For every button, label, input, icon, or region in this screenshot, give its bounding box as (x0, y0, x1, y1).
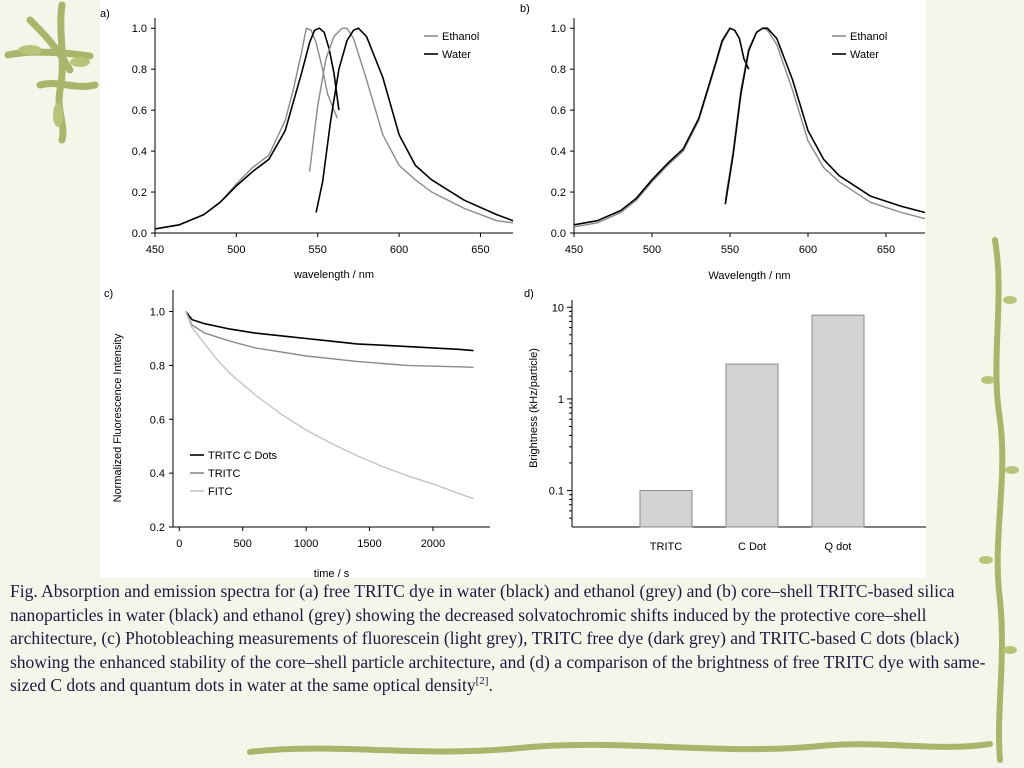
y-tick-label: 10 (552, 302, 564, 314)
legend-label: Water (442, 49, 471, 61)
y-tick-label: 0.4 (150, 468, 165, 480)
x-tick-label: 450 (565, 244, 583, 256)
y-tick-label: 1.0 (132, 23, 147, 35)
bar (639, 490, 693, 528)
y-tick-label: 0.4 (132, 146, 147, 158)
x-tick-label: TRITC (650, 541, 682, 553)
series-line (315, 27, 514, 222)
series-line (573, 27, 750, 228)
x-tick-label: 650 (471, 244, 489, 256)
y-tick-label: 0.1 (549, 486, 564, 498)
legend-label: FITC (208, 486, 232, 498)
x-axis-label: time / s (314, 568, 350, 580)
x-tick-label: 500 (234, 538, 252, 550)
series-line (724, 27, 926, 220)
x-axis-label: wavelength / nm (293, 269, 374, 281)
panel-letter: c) (104, 288, 113, 300)
bar (811, 314, 865, 528)
panel-letter: a) (100, 8, 110, 20)
caption-ref: [2] (475, 675, 489, 688)
legend-label: Ethanol (442, 31, 479, 43)
chart-panel-2: b) 450 500 550 600 650 0.0 0.2 0.4 0.6 0.8 1.0 Wavel… (520, 3, 926, 282)
y-tick-label: 0.8 (132, 64, 147, 76)
vine-top-left-leaves (18, 45, 90, 127)
vine-bottom (247, 741, 993, 755)
vine-right-leaves (979, 296, 1019, 654)
y-tick-label: 1 (558, 394, 564, 406)
legend-label: Ethanol (850, 31, 887, 43)
x-tick-label: 1500 (357, 538, 381, 550)
legend-label: Water (850, 49, 879, 61)
figure-panel (100, 0, 926, 578)
caption-end: . (488, 675, 493, 696)
x-tick-label: 550 (309, 244, 327, 256)
vine-right (992, 237, 1006, 763)
series-line (185, 311, 474, 500)
x-axis-label: Wavelength / nm (708, 270, 790, 282)
y-tick-label: 1.0 (150, 307, 165, 319)
x-tick-label: 600 (390, 244, 408, 256)
series-line (308, 27, 514, 224)
chart-panel-1: a) 450 500 550 600 650 0.0 0.2 0.4 0.6 0.8 1.0 wavel… (100, 8, 514, 281)
x-tick-label: Q dot (825, 541, 852, 553)
chart-panel-3: c) 0 500 1000 1500 2000 0.2 0.4 0.6 0.8 1.0 time / … (104, 288, 490, 580)
y-tick-label: 0.0 (551, 228, 566, 240)
legend-label: TRITC (208, 468, 240, 480)
series-line (573, 27, 750, 226)
series-line (154, 27, 338, 230)
y-axis-label: Brightness (kHz/particle) (528, 348, 540, 468)
y-tick-label: 0.6 (551, 105, 566, 117)
y-tick-label: 0.2 (132, 187, 147, 199)
x-tick-label: 450 (146, 244, 164, 256)
caption-text: Fig. Absorption and emission spectra for… (10, 581, 986, 696)
x-tick-label: C Dot (738, 541, 766, 553)
x-tick-label: 2000 (421, 538, 445, 550)
y-tick-label: 0.4 (551, 146, 566, 158)
y-tick-label: 0.2 (150, 522, 165, 534)
series-line (724, 27, 926, 214)
y-tick-label: 0.2 (551, 187, 566, 199)
series-line (154, 27, 340, 230)
x-tick-label: 550 (721, 244, 739, 256)
x-tick-label: 1000 (294, 538, 318, 550)
legend-label: TRITC C Dots (208, 450, 278, 462)
y-tick-label: 0.6 (150, 414, 165, 426)
y-tick-label: 0.8 (551, 64, 566, 76)
figure-caption: Fig. Absorption and emission spectra for… (10, 580, 1014, 698)
y-tick-label: 0.6 (132, 105, 147, 117)
panel-letter: b) (520, 3, 530, 15)
x-tick-label: 600 (799, 244, 817, 256)
bar (725, 363, 779, 528)
panel-letter: d) (524, 288, 534, 300)
x-tick-label: 0 (176, 538, 182, 550)
series-line (185, 311, 474, 368)
vine-top-left (4, 1, 99, 144)
x-tick-label: 500 (227, 244, 245, 256)
y-tick-label: 0.0 (132, 228, 147, 240)
chart-panel-4: d) 0.1 1 10 Brightness (kHz/particle) TRITC C … (524, 288, 926, 553)
x-tick-label: 650 (877, 244, 895, 256)
series-line (185, 311, 474, 352)
y-axis-label: Normalized Fluorescence Intensity (112, 333, 124, 502)
y-tick-label: 0.8 (150, 360, 165, 372)
x-tick-label: 500 (643, 244, 661, 256)
y-tick-label: 1.0 (551, 23, 566, 35)
